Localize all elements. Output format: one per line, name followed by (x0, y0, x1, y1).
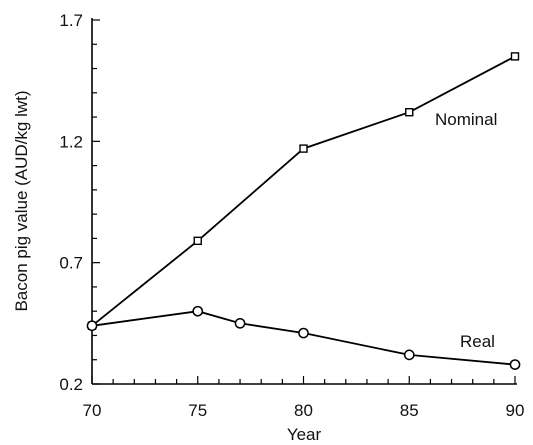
x-axis-title: Year (287, 425, 322, 444)
x-tick-label: 75 (188, 401, 207, 420)
nominal-point (510, 52, 520, 61)
nominal-series-line (91, 55, 516, 327)
real-point (192, 305, 204, 317)
real-series (86, 305, 521, 370)
nominal-series-label: Nominal (435, 110, 497, 129)
nominal-point (405, 108, 414, 117)
y-tick-label: 0.2 (59, 375, 83, 394)
x-tick-label: 80 (294, 401, 313, 420)
x-tick-label: 90 (506, 401, 525, 420)
real-series-label: Real (460, 332, 495, 351)
y-tick-label: 1.7 (59, 11, 83, 30)
real-point (403, 349, 415, 361)
ticks (91, 19, 516, 385)
x-tick-label: 85 (400, 401, 419, 420)
y-tick-label: 0.7 (59, 254, 83, 273)
real-point (234, 317, 246, 329)
series-layer (86, 52, 521, 370)
real-series-line (91, 310, 516, 366)
real-point (509, 359, 521, 370)
nominal-series (87, 52, 520, 330)
nominal-point (193, 236, 202, 246)
series-labels: Nominal Real (435, 110, 497, 351)
y-axis-title: Bacon pig value (AUD/kg lwt) (12, 90, 31, 311)
y-tick-label: 1.2 (59, 132, 83, 151)
nominal-point (299, 144, 308, 153)
tick-labels: 0.2 0.7 1.2 1.7 70 75 80 85 90 (59, 11, 524, 420)
real-point (298, 327, 309, 339)
x-tick-label: 70 (83, 401, 102, 420)
real-point (86, 320, 98, 332)
